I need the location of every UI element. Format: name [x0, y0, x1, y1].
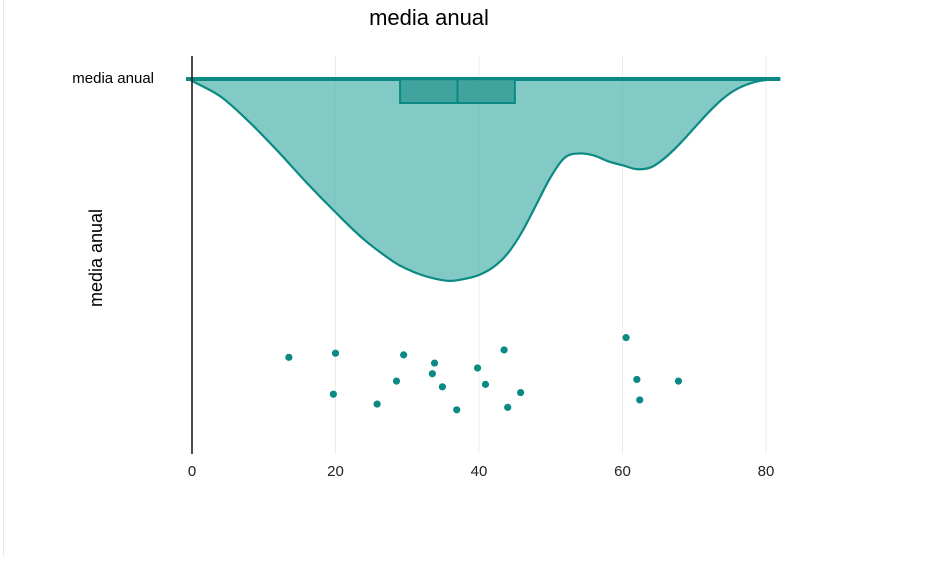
- x-tick-label: 20: [327, 463, 344, 480]
- box-plot: [186, 77, 781, 104]
- data-point: [373, 400, 381, 408]
- data-points: [285, 334, 683, 414]
- data-point: [633, 375, 641, 384]
- category-label: media anual: [72, 70, 154, 87]
- data-point: [481, 380, 490, 388]
- data-point: [329, 390, 337, 398]
- data-point: [392, 377, 401, 385]
- data-point: [438, 383, 447, 391]
- data-point: [331, 349, 340, 357]
- x-axis-ticks: 0 20 40 60 80: [188, 463, 775, 480]
- data-point: [285, 353, 293, 361]
- data-point: [517, 388, 525, 397]
- y-axis-label: media anual: [86, 209, 106, 307]
- x-tick-label: 80: [758, 463, 775, 480]
- chart-title: media anual: [369, 5, 489, 30]
- x-tick-label: 60: [614, 463, 631, 480]
- data-point: [622, 334, 630, 342]
- data-point: [400, 351, 408, 359]
- x-tick-label: 40: [471, 463, 488, 480]
- data-point: [428, 370, 436, 378]
- data-point: [453, 406, 461, 414]
- violin-shape: [190, 77, 781, 282]
- data-point: [636, 396, 644, 404]
- x-tick-label: 0: [188, 463, 196, 480]
- data-point: [473, 364, 482, 372]
- data-point: [500, 346, 508, 354]
- plot-frame: [3, 0, 927, 556]
- data-point: [504, 403, 512, 411]
- data-point: [430, 359, 439, 367]
- data-point: [674, 377, 683, 385]
